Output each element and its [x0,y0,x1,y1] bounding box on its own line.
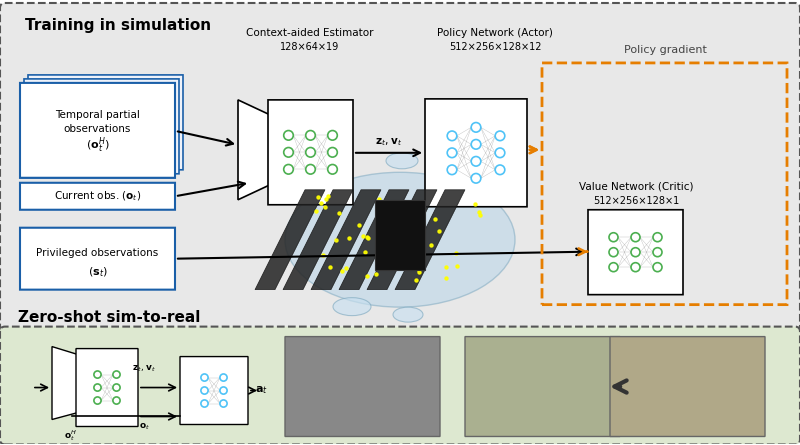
Polygon shape [52,347,78,420]
FancyBboxPatch shape [0,327,800,445]
Text: Policy Network (Actor): Policy Network (Actor) [437,28,553,38]
FancyBboxPatch shape [610,336,765,437]
FancyBboxPatch shape [28,75,183,170]
Text: Context-aided Estimator: Context-aided Estimator [246,28,374,38]
Polygon shape [311,190,381,290]
Ellipse shape [285,172,515,307]
Polygon shape [283,190,353,290]
Ellipse shape [307,155,349,175]
Text: $\mathbf{a}_t$: $\mathbf{a}_t$ [255,384,268,396]
FancyBboxPatch shape [20,83,175,178]
Text: Privileged observations: Privileged observations [36,248,158,258]
Text: Zero-shot sim-to-real: Zero-shot sim-to-real [18,310,200,324]
Text: $\mathbf{z}_t$, $\mathbf{v}_t$: $\mathbf{z}_t$, $\mathbf{v}_t$ [132,363,156,374]
Text: 512×256×128×12: 512×256×128×12 [449,42,542,52]
FancyBboxPatch shape [588,210,683,295]
Text: ($\mathbf{s}_t$): ($\mathbf{s}_t$) [87,266,107,279]
Text: $\mathbf{o}_t^H$: $\mathbf{o}_t^H$ [63,428,77,443]
FancyBboxPatch shape [268,100,353,205]
FancyBboxPatch shape [24,79,179,174]
Text: 128×64×19: 128×64×19 [280,42,340,52]
Text: Training in simulation: Training in simulation [25,18,211,33]
Text: $\mathbf{o}_t$: $\mathbf{o}_t$ [138,421,150,432]
Text: ($\mathbf{o}_t^{H}$): ($\mathbf{o}_t^{H}$) [86,135,110,154]
Polygon shape [395,190,465,290]
FancyBboxPatch shape [0,3,800,335]
Polygon shape [238,100,270,200]
Text: Value Network (Critic): Value Network (Critic) [578,182,694,192]
Text: Temporal partial: Temporal partial [55,110,140,120]
FancyBboxPatch shape [285,336,440,437]
FancyBboxPatch shape [465,336,620,437]
Text: 512×256×128×1: 512×256×128×1 [593,196,679,206]
Polygon shape [367,190,437,290]
Text: Policy gradient: Policy gradient [623,45,706,55]
FancyBboxPatch shape [20,228,175,290]
FancyBboxPatch shape [180,356,248,425]
Text: Current obs. ($\mathbf{o}_t$): Current obs. ($\mathbf{o}_t$) [54,190,141,203]
Ellipse shape [333,298,371,316]
FancyBboxPatch shape [425,99,527,207]
FancyBboxPatch shape [76,348,138,426]
Text: $\mathbf{z}_t$, $\mathbf{v}_t$: $\mathbf{z}_t$, $\mathbf{v}_t$ [375,136,403,148]
Polygon shape [255,190,325,290]
Polygon shape [339,190,409,290]
Polygon shape [375,200,425,270]
Ellipse shape [393,307,423,322]
FancyBboxPatch shape [20,183,175,210]
FancyBboxPatch shape [20,83,175,178]
Text: observations: observations [64,124,131,134]
Ellipse shape [386,153,418,169]
